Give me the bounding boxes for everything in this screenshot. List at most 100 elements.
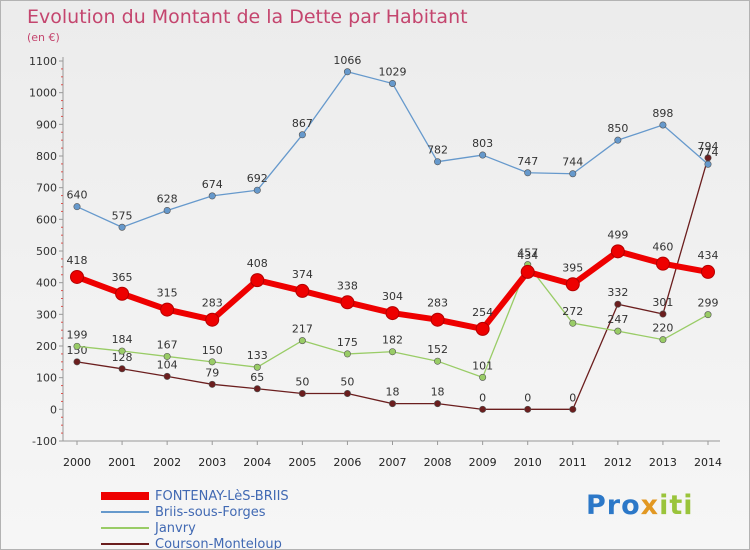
- data-point: [118, 347, 126, 355]
- y-tick-label: 600: [36, 213, 57, 226]
- y-tick-label: 900: [36, 118, 57, 131]
- legend-swatch: [101, 511, 149, 513]
- data-point: [610, 244, 625, 259]
- y-tick-label: 100: [36, 372, 57, 385]
- logo-part-1: Pro: [586, 490, 641, 521]
- data-label: 744: [562, 156, 583, 169]
- x-tick-label: 2001: [108, 456, 136, 469]
- data-point: [569, 405, 577, 413]
- legend-item: Courson-Monteloup: [101, 536, 289, 550]
- data-point: [340, 295, 355, 310]
- data-label: 50: [340, 376, 354, 389]
- x-tick-label: 2011: [559, 456, 587, 469]
- data-point: [479, 405, 487, 413]
- data-point: [118, 223, 126, 231]
- data-label: 395: [562, 261, 583, 274]
- data-label: 747: [517, 155, 538, 168]
- data-point: [208, 192, 216, 200]
- data-label: 150: [202, 344, 223, 357]
- data-label: 65: [250, 371, 264, 384]
- data-label: 457: [517, 247, 538, 260]
- y-tick-label: 500: [36, 245, 57, 258]
- x-tick-label: 2010: [514, 456, 542, 469]
- data-label: 247: [607, 313, 628, 326]
- data-label: 782: [427, 144, 448, 157]
- legend-item: Briis-sous-Forges: [101, 504, 289, 520]
- data-label: 434: [517, 249, 538, 262]
- data-label: 167: [157, 338, 178, 351]
- data-label: 640: [67, 189, 88, 202]
- data-point: [295, 283, 310, 298]
- data-label: 128: [112, 351, 133, 364]
- y-tick-label: 300: [36, 308, 57, 321]
- data-point: [524, 169, 532, 177]
- logo-part-2: x: [640, 490, 660, 521]
- data-point: [520, 264, 535, 279]
- data-label: 254: [472, 306, 493, 319]
- x-tick-label: 2013: [649, 456, 677, 469]
- data-label: 434: [698, 249, 719, 262]
- data-label: 18: [431, 386, 445, 399]
- legend-swatch: [101, 527, 149, 529]
- data-point: [163, 372, 171, 380]
- legend-swatch: [101, 543, 149, 545]
- data-point: [479, 373, 487, 381]
- data-label: 283: [202, 297, 223, 310]
- data-label: 499: [607, 228, 628, 241]
- legend-label: Janvry: [155, 520, 196, 536]
- data-label: 803: [472, 137, 493, 150]
- data-point: [205, 312, 220, 327]
- data-label: 0: [524, 391, 531, 404]
- data-label: 18: [386, 386, 400, 399]
- x-tick-label: 2014: [694, 456, 722, 469]
- chart-unit: (en €): [27, 31, 60, 44]
- data-label: 898: [652, 107, 673, 120]
- y-tick-label: 0: [50, 403, 57, 416]
- x-tick-label: 2003: [198, 456, 226, 469]
- data-label: 101: [472, 359, 493, 372]
- legend-label: Courson-Monteloup: [155, 536, 282, 550]
- data-point: [569, 319, 577, 327]
- data-point: [659, 336, 667, 344]
- data-point: [115, 286, 130, 301]
- data-point: [388, 400, 396, 408]
- y-tick-label: 200: [36, 340, 57, 353]
- x-tick-label: 2006: [333, 456, 361, 469]
- data-point: [208, 380, 216, 388]
- data-label: 628: [157, 192, 178, 205]
- data-label: 850: [607, 122, 628, 135]
- data-label: 133: [247, 349, 268, 362]
- data-label: 283: [427, 297, 448, 310]
- x-tick-label: 2007: [379, 456, 407, 469]
- data-label: 460: [652, 241, 673, 254]
- data-label: 332: [607, 286, 628, 299]
- data-label: 365: [112, 271, 133, 284]
- x-tick-label: 2008: [424, 456, 452, 469]
- data-label: 1029: [379, 65, 407, 78]
- data-label: 304: [382, 290, 403, 303]
- data-label: 338: [337, 279, 358, 292]
- data-point: [479, 151, 487, 159]
- legend-swatch: [101, 492, 149, 500]
- chart-title: Evolution du Montant de la Dette par Hab…: [27, 6, 468, 28]
- legend-item: FONTENAY-LèS-BRIIS: [101, 488, 289, 504]
- data-label: 674: [202, 178, 223, 191]
- data-point: [614, 136, 622, 144]
- data-point: [163, 206, 171, 214]
- data-label: 299: [698, 297, 719, 310]
- data-label: 315: [157, 287, 178, 300]
- data-label: 184: [112, 333, 133, 346]
- chart-legend: FONTENAY-LèS-BRIIS Briis-sous-Forges Janvr…: [101, 488, 289, 550]
- y-tick-label: 1000: [29, 87, 57, 100]
- y-tick-label: 400: [36, 277, 57, 290]
- data-point: [434, 158, 442, 166]
- data-point: [343, 68, 351, 76]
- data-label: 0: [479, 391, 486, 404]
- data-point: [430, 312, 445, 327]
- data-label: 408: [247, 257, 268, 270]
- data-point: [565, 277, 580, 292]
- proxiti-logo: Proxiti: [586, 490, 694, 521]
- data-label: 0: [569, 391, 576, 404]
- data-point: [73, 358, 81, 366]
